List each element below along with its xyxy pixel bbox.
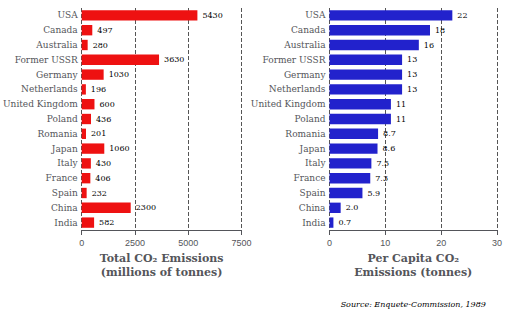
svg-text:5.9: 5.9 xyxy=(367,189,380,198)
svg-text:Netherlands: Netherlands xyxy=(269,84,326,94)
svg-text:United Kingdom: United Kingdom xyxy=(3,99,78,109)
svg-text:406: 406 xyxy=(95,174,110,183)
svg-text:USA: USA xyxy=(305,10,326,20)
svg-text:2500: 2500 xyxy=(125,238,145,248)
svg-text:0.7: 0.7 xyxy=(338,218,351,227)
svg-text:7500: 7500 xyxy=(231,238,251,248)
svg-text:0: 0 xyxy=(327,238,332,248)
svg-text:11: 11 xyxy=(396,100,406,109)
svg-text:13: 13 xyxy=(407,85,417,94)
svg-text:8.6: 8.6 xyxy=(383,144,396,153)
svg-text:11: 11 xyxy=(396,115,406,124)
svg-text:3630: 3630 xyxy=(164,55,184,64)
svg-text:0: 0 xyxy=(79,238,84,248)
svg-text:Canada: Canada xyxy=(291,25,326,35)
svg-text:Poland: Poland xyxy=(47,114,78,124)
svg-text:China: China xyxy=(299,203,326,213)
svg-text:10: 10 xyxy=(380,238,390,248)
svg-text:Australia: Australia xyxy=(35,40,78,50)
svg-text:430: 430 xyxy=(96,159,111,168)
svg-text:Emissions (tonnes): Emissions (tonnes) xyxy=(354,266,472,279)
svg-text:13: 13 xyxy=(407,70,417,79)
svg-text:Germany: Germany xyxy=(284,70,327,80)
svg-text:582: 582 xyxy=(99,218,114,227)
svg-text:Former USSR: Former USSR xyxy=(262,55,325,65)
svg-text:2.0: 2.0 xyxy=(346,203,359,212)
svg-text:(millions of tonnes): (millions of tonnes) xyxy=(101,266,223,279)
svg-text:Canada: Canada xyxy=(43,25,78,35)
svg-text:Poland: Poland xyxy=(295,114,326,124)
svg-text:Source: Enquete-Commission, 19: Source: Enquete-Commission, 1989 xyxy=(341,300,486,309)
svg-text:2300: 2300 xyxy=(136,203,156,212)
svg-text:600: 600 xyxy=(99,100,114,109)
svg-text:Total CO₂ Emissions: Total CO₂ Emissions xyxy=(100,252,224,265)
svg-text:Former USSR: Former USSR xyxy=(15,55,78,65)
svg-text:1060: 1060 xyxy=(109,144,129,153)
svg-text:Italy: Italy xyxy=(305,158,326,168)
svg-text:232: 232 xyxy=(92,189,107,198)
svg-text:Spain: Spain xyxy=(52,188,78,198)
svg-text:India: India xyxy=(54,218,78,228)
svg-text:Netherlands: Netherlands xyxy=(21,84,78,94)
svg-text:Italy: Italy xyxy=(57,158,78,168)
svg-text:5430: 5430 xyxy=(202,11,222,20)
svg-text:13: 13 xyxy=(407,55,417,64)
svg-text:18: 18 xyxy=(435,26,445,35)
svg-text:India: India xyxy=(302,218,326,228)
svg-text:Romania: Romania xyxy=(285,129,326,139)
svg-text:201: 201 xyxy=(91,129,106,138)
svg-text:20: 20 xyxy=(436,238,446,248)
svg-text:Romania: Romania xyxy=(38,129,79,139)
svg-text:16: 16 xyxy=(424,41,434,50)
svg-text:7.3: 7.3 xyxy=(375,174,388,183)
svg-text:France: France xyxy=(293,173,325,183)
svg-text:United Kingdom: United Kingdom xyxy=(251,99,326,109)
svg-text:France: France xyxy=(46,173,78,183)
svg-text:Germany: Germany xyxy=(36,70,79,80)
svg-text:Spain: Spain xyxy=(300,188,326,198)
svg-text:280: 280 xyxy=(93,41,108,50)
svg-text:USA: USA xyxy=(57,10,78,20)
svg-text:Japan: Japan xyxy=(51,144,78,154)
svg-text:7.5: 7.5 xyxy=(376,159,389,168)
svg-text:Per Capita CO₂: Per Capita CO₂ xyxy=(367,252,459,265)
svg-text:Japan: Japan xyxy=(299,144,326,154)
svg-text:Australia: Australia xyxy=(283,40,326,50)
svg-text:China: China xyxy=(51,203,78,213)
svg-text:22: 22 xyxy=(457,11,467,20)
svg-text:30: 30 xyxy=(492,238,502,248)
svg-text:436: 436 xyxy=(96,115,111,124)
svg-text:497: 497 xyxy=(97,26,112,35)
svg-text:8.7: 8.7 xyxy=(383,129,396,138)
svg-text:5000: 5000 xyxy=(178,238,198,248)
svg-text:196: 196 xyxy=(91,85,106,94)
svg-text:1030: 1030 xyxy=(109,70,129,79)
